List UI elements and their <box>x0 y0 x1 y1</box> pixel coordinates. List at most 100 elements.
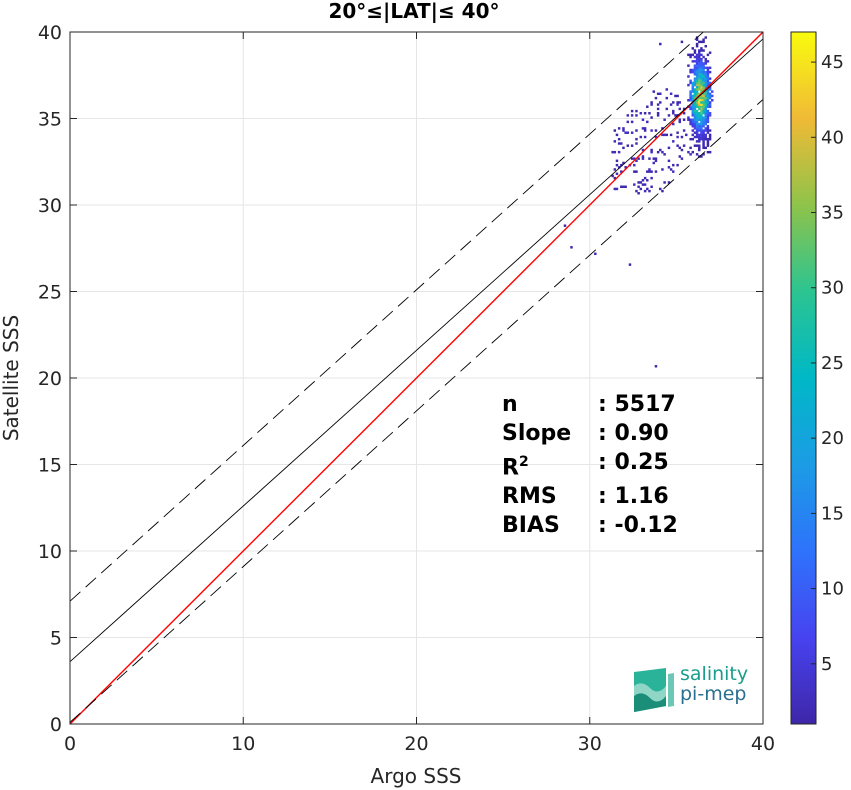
density-cell <box>698 118 701 121</box>
density-cell <box>698 62 701 65</box>
density-cell <box>704 57 707 61</box>
density-cell <box>630 109 634 113</box>
density-cell <box>700 81 703 85</box>
density-cell <box>646 105 649 108</box>
density-cell <box>667 181 671 184</box>
density-cell <box>654 129 658 132</box>
density-cell <box>669 103 673 106</box>
density-cell <box>643 176 647 180</box>
density-cell <box>704 92 707 96</box>
stats-box: n : 5517 Slope : 0.90 R2 : 0.25 RMS : 1.… <box>502 390 678 540</box>
density-cell <box>702 120 705 124</box>
stat-value-bias: : -0.12 <box>598 513 678 539</box>
density-cell <box>698 127 701 130</box>
density-cell <box>706 90 710 93</box>
density-cell <box>693 105 697 108</box>
density-cell <box>613 168 617 171</box>
density-cell <box>650 148 653 152</box>
density-cell <box>698 140 701 143</box>
density-cell <box>691 90 694 93</box>
density-cell <box>706 114 710 117</box>
density-cell <box>693 66 697 70</box>
logo-line1: salinity <box>680 663 749 685</box>
density-cell <box>617 142 621 145</box>
density-cell <box>706 109 710 113</box>
density-cell <box>700 114 703 117</box>
density-cell <box>691 112 694 115</box>
density-cell <box>698 64 701 67</box>
density-cell <box>702 142 705 145</box>
density-cell <box>702 99 705 102</box>
density-cell <box>693 49 697 52</box>
colorbar-tick-label: 15 <box>821 503 844 524</box>
density-cell <box>698 101 701 104</box>
density-cell <box>693 107 697 111</box>
density-cell <box>693 114 697 117</box>
density-cell <box>698 116 701 119</box>
density-cell <box>695 81 699 85</box>
density-cell <box>635 114 638 117</box>
density-cell <box>691 114 694 117</box>
density-cell <box>650 170 653 173</box>
density-cell <box>682 118 686 121</box>
stat-row-n: n : 5517 <box>502 390 678 419</box>
density-cell <box>704 83 707 87</box>
density-cell <box>700 103 703 106</box>
density-cell <box>695 88 699 91</box>
density-cell <box>702 153 705 156</box>
density-cell <box>706 70 710 74</box>
density-cell <box>695 118 699 121</box>
density-cell <box>630 144 634 147</box>
density-cell <box>635 189 638 193</box>
density-cell <box>708 51 712 54</box>
density-cell <box>635 109 638 113</box>
density-cell <box>693 101 697 104</box>
density-cell <box>687 53 690 57</box>
density-cell <box>695 114 699 117</box>
density-cell <box>637 185 640 188</box>
density-cell <box>708 70 712 74</box>
density-cell <box>678 120 682 124</box>
density-cell <box>700 53 703 57</box>
density-cell <box>706 144 710 147</box>
density-cell <box>641 179 645 182</box>
density-cell <box>708 77 712 80</box>
density-cell <box>622 185 625 188</box>
density-cell <box>630 120 634 124</box>
density-cell <box>611 174 614 178</box>
density-cell <box>663 181 666 184</box>
density-cell <box>689 146 692 150</box>
density-cell <box>695 112 699 115</box>
x-tick-label: 30 <box>578 733 602 755</box>
density-cell <box>702 122 705 126</box>
density-cell <box>691 83 694 87</box>
density-cell <box>693 124 697 128</box>
density-cell <box>700 122 703 126</box>
density-cell <box>672 112 675 115</box>
stat-value-slope: : 0.90 <box>598 421 669 446</box>
density-cell <box>680 157 684 160</box>
density-cell <box>656 114 660 117</box>
density-cell <box>702 49 705 52</box>
density-cell <box>672 163 675 167</box>
stat-row-rms: RMS : 1.16 <box>502 482 678 511</box>
density-cell <box>659 101 662 104</box>
density-cell <box>704 94 707 98</box>
density-cell <box>633 163 636 167</box>
density-cell <box>702 137 705 141</box>
density-cell <box>695 70 699 74</box>
density-cell <box>652 157 656 160</box>
density-cell <box>630 157 634 160</box>
density-cell <box>693 135 697 139</box>
density-cell <box>650 176 653 180</box>
density-cell <box>695 153 699 156</box>
density-cell <box>700 79 703 83</box>
density-cell <box>698 135 701 139</box>
density-cell <box>698 66 701 70</box>
density-cell <box>706 77 710 80</box>
stat-value-rms: : 1.16 <box>598 484 669 510</box>
density-cell <box>702 88 705 91</box>
density-cell <box>695 79 699 83</box>
density-cell <box>620 163 623 167</box>
density-cell <box>704 44 707 48</box>
